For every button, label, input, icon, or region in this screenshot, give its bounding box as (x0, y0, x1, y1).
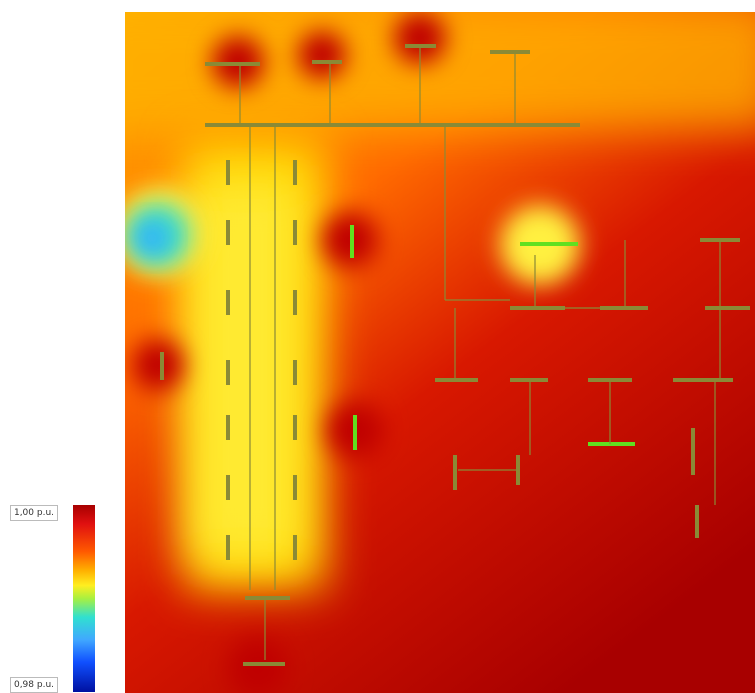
legend-min-label: 0,98 p.u. (10, 677, 58, 693)
legend-max-label: 1,00 p.u. (10, 505, 58, 521)
heatmap-diagram (0, 0, 755, 693)
page: 1,00 p.u. 0,98 p.u. (() => { const data … (0, 0, 755, 693)
color-scale (73, 505, 95, 692)
heatmap (80, 0, 755, 693)
